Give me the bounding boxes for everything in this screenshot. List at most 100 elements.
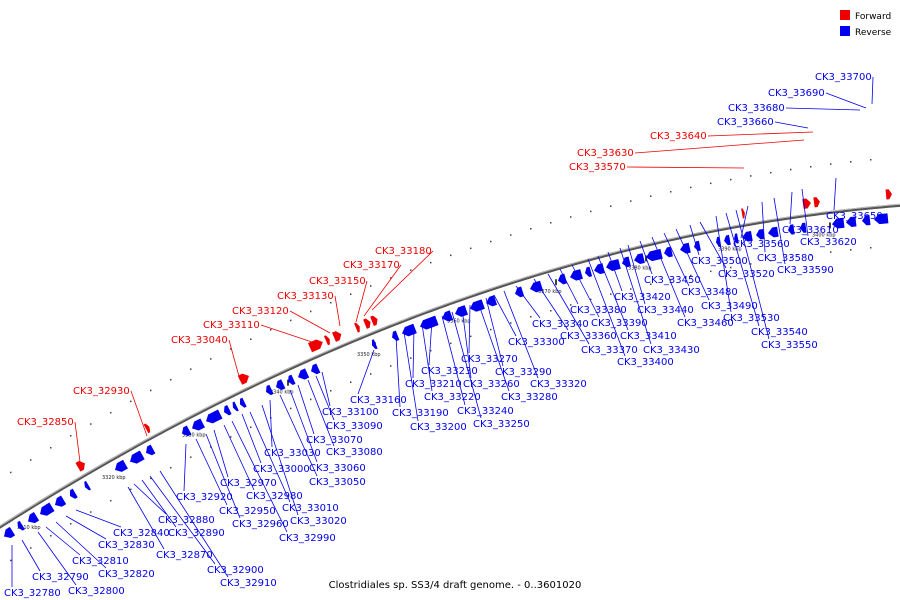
reverse-gene — [311, 363, 321, 375]
reverse-gene — [486, 295, 498, 307]
forward-gene-label: CK3_33130 — [277, 291, 334, 302]
reverse-gene-label: CK3_33220 — [424, 392, 481, 403]
forward-gene-label: CK3_33630 — [577, 148, 634, 159]
guide-dot — [290, 319, 292, 322]
leader-line — [130, 390, 148, 437]
reverse-gene — [530, 280, 543, 293]
leader-line — [634, 139, 805, 154]
tick-label: 3330 kbp — [182, 432, 206, 438]
guide-dot — [810, 166, 812, 168]
guide-dot — [470, 335, 472, 338]
tick-label: 3380 kbp — [628, 265, 652, 271]
guide-dot — [550, 310, 552, 312]
leader-line — [21, 539, 41, 572]
guide-dot — [250, 426, 252, 428]
reverse-gene-label: CK3_33090 — [326, 421, 383, 432]
guide-dot — [650, 195, 652, 197]
leader-line — [289, 310, 331, 334]
leader-line — [699, 221, 727, 269]
reverse-gene-label: CK3_33390 — [591, 318, 648, 329]
genome-caption: Clostridiales sp. SS3/4 draft genome. - … — [329, 580, 582, 591]
guide-dot — [750, 175, 752, 177]
reverse-gene-label: CK3_33560 — [733, 239, 790, 250]
leader-line — [428, 319, 433, 366]
leader-line — [707, 131, 814, 137]
reverse-gene — [832, 217, 845, 229]
leader-line — [559, 268, 579, 305]
guide-dot — [650, 283, 652, 285]
forward-gene-label: CK3_33180 — [375, 246, 432, 257]
guide-dot — [470, 247, 472, 250]
leader-line — [825, 92, 867, 109]
reverse-gene-label: CK3_33200 — [410, 422, 467, 433]
forward-genes — [75, 189, 892, 472]
reverse-gene — [716, 236, 721, 247]
reverse-gene-label: CK3_33230 — [421, 366, 478, 377]
reverse-gene-label: CK3_33290 — [495, 367, 552, 378]
reverse-gene — [622, 256, 631, 268]
reverse-gene-label: CK3_33540 — [751, 327, 808, 338]
reverse-gene-label: CK3_32960 — [232, 519, 289, 530]
reverse-gene-label: CK3_32890 — [168, 528, 225, 539]
reverse-gene-label: CK3_32800 — [68, 586, 125, 597]
reverse-gene — [4, 526, 16, 539]
reverse-gene-label: CK3_33440 — [637, 305, 694, 316]
reverse-gene-label: CK3_32820 — [98, 569, 155, 580]
reverse-gene — [742, 230, 753, 242]
reverse-gene-label: CK3_33070 — [306, 435, 363, 446]
tick-label: 3340 kbp — [270, 390, 294, 396]
reverse-gene-label: CK3_33030 — [264, 448, 321, 459]
leader-line — [357, 349, 375, 395]
leader-line — [607, 251, 623, 292]
leader-line — [451, 311, 482, 419]
reverse-gene — [606, 259, 621, 271]
reverse-gene-label: CK3_33690 — [768, 88, 825, 99]
leader-line — [533, 278, 569, 331]
leader-line — [260, 324, 313, 343]
leader-line — [195, 438, 228, 506]
reverse-gene-label: CK3_33370 — [581, 345, 638, 356]
guide-dot — [750, 263, 752, 265]
reverse-gene — [55, 495, 67, 507]
guide-dot — [870, 159, 872, 161]
forward-gene — [363, 318, 371, 329]
guide-dot — [590, 298, 592, 301]
tick-label: 3370 kbp — [538, 289, 562, 295]
reverse-gene-label: CK3_33190 — [392, 408, 449, 419]
guide-dot — [690, 186, 692, 189]
guide-dot — [570, 304, 572, 306]
reverse-gene-label: CK3_33700 — [815, 72, 872, 83]
reverse-gene — [298, 368, 310, 380]
forward-gene — [370, 315, 378, 327]
reverse-gene-label: CK3_33010 — [282, 503, 339, 514]
leader-line — [37, 531, 77, 586]
reverse-gene-label: CK3_33270 — [461, 354, 518, 365]
forward-gene — [307, 339, 323, 353]
forward-gene — [75, 460, 85, 472]
reverse-gene-label: CK3_33580 — [757, 253, 814, 264]
leader-line — [619, 247, 652, 345]
guide-dot — [710, 182, 712, 185]
reverse-gene-label: CK3_33360 — [560, 331, 617, 342]
leader-line — [127, 486, 165, 550]
reverse-gene-label: CK3_33060 — [309, 463, 366, 474]
leader-line — [279, 394, 318, 477]
guide-dot — [130, 400, 132, 403]
leader-line — [315, 375, 335, 421]
reverse-gene-label: CK3_33280 — [501, 392, 558, 403]
leader-line — [403, 331, 419, 422]
reverse-gene — [84, 480, 91, 491]
forward-gene-label: CK3_33570 — [569, 162, 626, 173]
reverse-gene-label: CK3_32990 — [279, 533, 336, 544]
reverse-gene — [371, 339, 378, 350]
reverse-gene-label: CK3_33650 — [826, 211, 883, 222]
guide-dot — [530, 316, 532, 318]
guide-dot — [130, 488, 132, 491]
reverse-gene-label: CK3_33550 — [761, 340, 818, 351]
leader-line — [639, 240, 653, 275]
reverse-gene — [470, 299, 485, 312]
forward-gene-label: CK3_33120 — [232, 306, 289, 317]
reverse-gene-label: CK3_33460 — [677, 318, 734, 329]
guide-dot — [510, 322, 512, 324]
